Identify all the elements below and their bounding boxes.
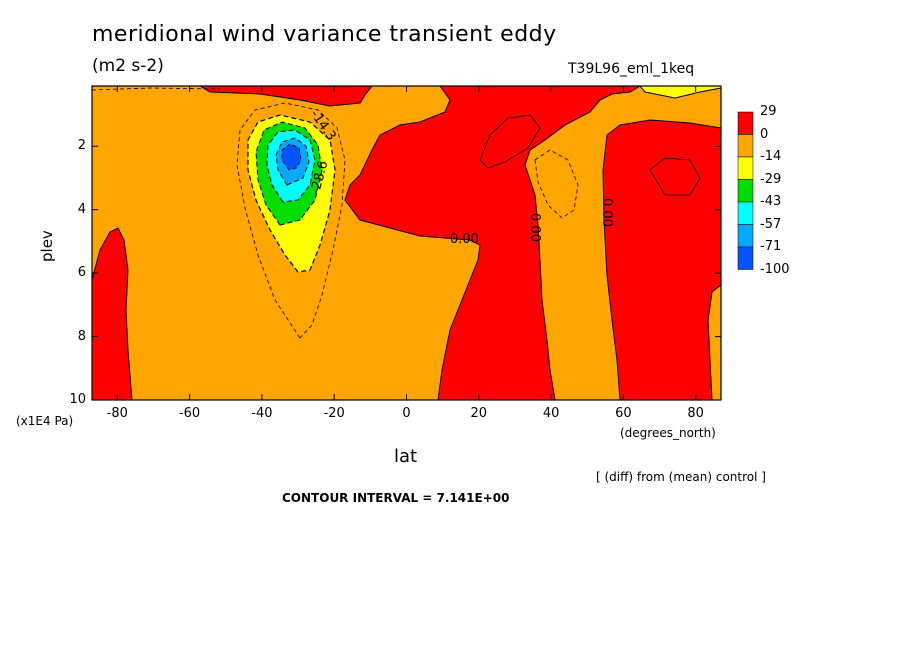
x-axis-unit: (degrees_north)	[620, 426, 716, 440]
contour-label: 0.00	[526, 213, 542, 242]
x-tick-label: 60	[615, 406, 632, 421]
contour-outer	[236, 102, 346, 339]
x-tick-label: -60	[178, 406, 201, 421]
colorbar-swatch	[737, 201, 754, 225]
x-axis-label: lat	[394, 446, 418, 467]
y-axis-unit: (x1E4 Pa)	[16, 414, 74, 428]
colorbar-label: -29	[760, 171, 782, 187]
y-tick-label: 2	[77, 138, 86, 154]
positive-top-band	[199, 86, 373, 107]
colorbar-label: -100	[760, 261, 790, 277]
contour-positive-pocket-1	[479, 114, 541, 169]
y-tick-label: 4	[77, 201, 86, 217]
x-tick-label: -80	[106, 406, 128, 421]
negative-top-right	[639, 86, 721, 99]
colorbar-label: -43	[760, 194, 782, 209]
y-tick-label: 8	[77, 328, 86, 344]
colorbar-label: -14	[760, 149, 782, 164]
contour-top-dashed	[92, 87, 221, 91]
positive-south-polar	[92, 227, 133, 400]
positive-equatorial	[344, 86, 641, 400]
colorbar-swatch	[737, 111, 754, 135]
colorbar-swatch	[737, 224, 754, 248]
colorbar-label: -57	[760, 216, 782, 232]
y-axis-label: plev	[38, 230, 56, 262]
colorbar-label: 29	[760, 104, 777, 119]
contour-negative-pocket	[534, 149, 579, 219]
chart-units: (m2 s-2)	[92, 56, 164, 76]
x-axis-ticks	[116, 86, 697, 400]
contour-label: 0.00	[598, 198, 614, 227]
positive-northern	[602, 119, 721, 400]
x-tick-label: 0	[402, 406, 411, 421]
chart-title: meridional wind variance transient eddy	[92, 22, 557, 47]
y-tick-label: 6	[77, 265, 86, 281]
x-tick-label: -40	[251, 406, 273, 421]
colorbar-swatch	[737, 134, 754, 158]
contour-interval: CONTOUR INTERVAL = 7.141E+00	[282, 491, 510, 505]
colorbar	[737, 111, 754, 270]
x-tick-label: 20	[470, 406, 488, 421]
colorbar-label: 0	[760, 126, 769, 142]
x-tick-label: 80	[687, 406, 704, 421]
colorbar-swatch	[737, 246, 754, 270]
contour-field	[92, 86, 721, 400]
y-tick-label: 10	[69, 392, 86, 407]
contour-level-minus71	[281, 143, 302, 171]
colorbar-label: -71	[760, 239, 782, 254]
diff-note: [ (diff) from (mean) control ]	[596, 470, 766, 484]
colorbar-swatch	[737, 179, 754, 203]
experiment-id: T39L96_eml_1keq	[568, 61, 695, 77]
x-tick-label: -20	[323, 406, 345, 421]
contour-label: 0.00	[450, 232, 479, 247]
colorbar-swatch	[737, 156, 754, 180]
contour-positive-pocket-2	[649, 157, 701, 196]
x-tick-label: 40	[542, 406, 560, 421]
y-axis-ticks	[92, 145, 721, 401]
